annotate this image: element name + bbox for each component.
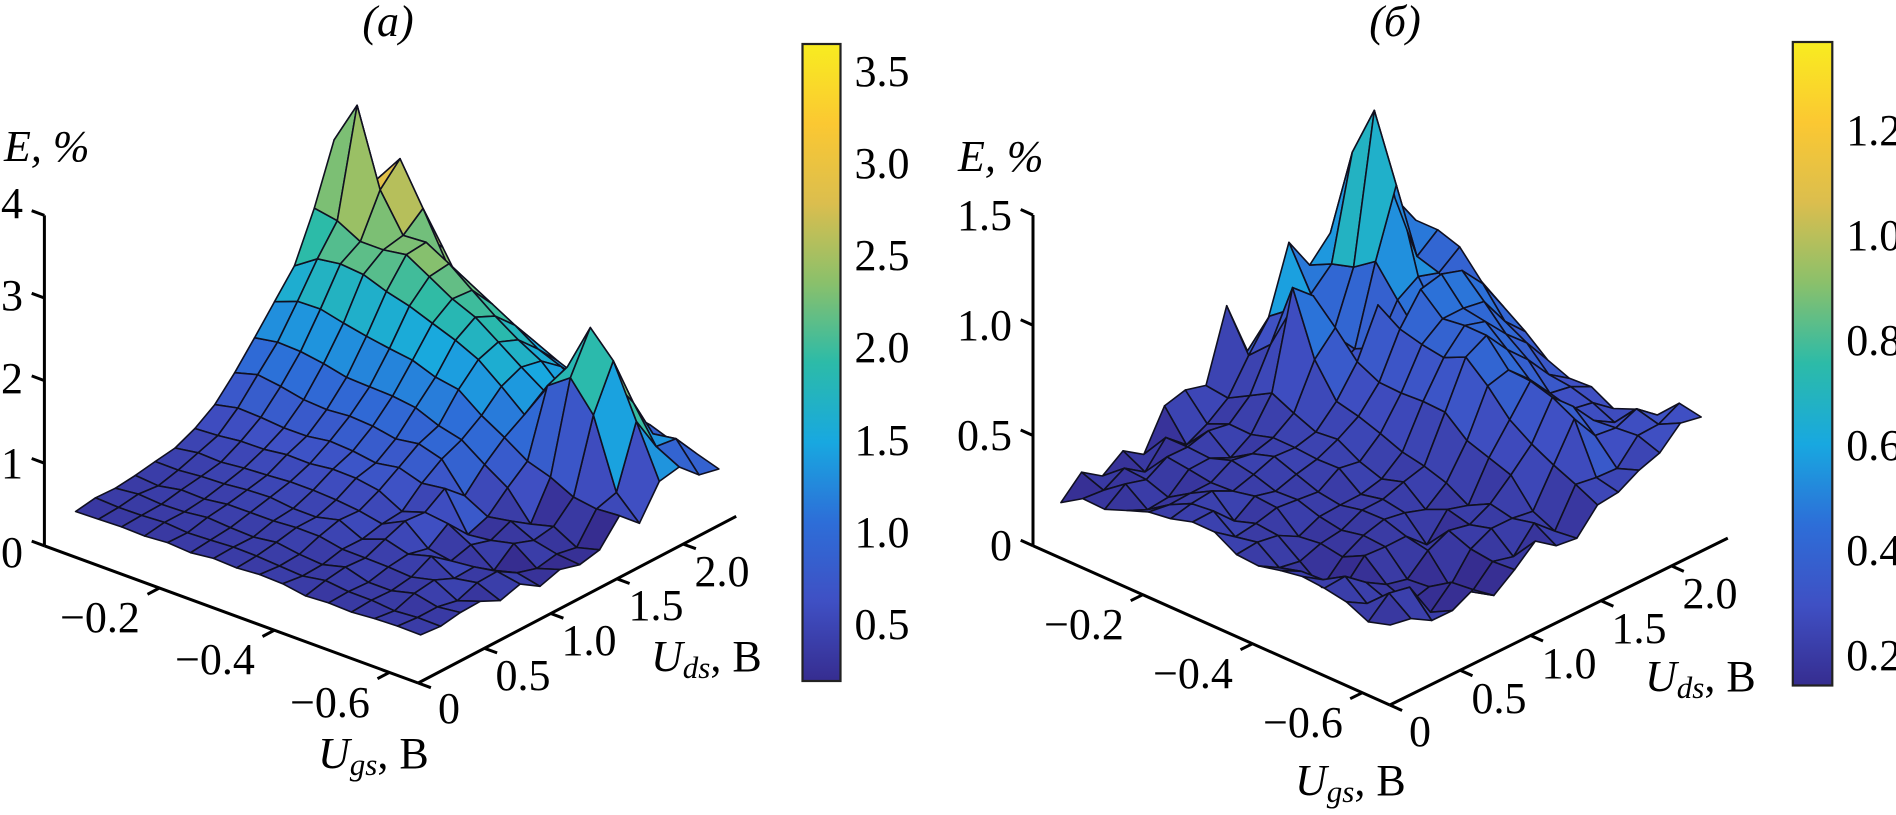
svg-text:1.0: 1.0 — [1846, 211, 1896, 260]
svg-text:0.6: 0.6 — [1846, 421, 1896, 470]
svg-text:1.0: 1.0 — [957, 301, 1012, 350]
svg-text:1: 1 — [1, 439, 23, 488]
svg-text:−0.6: −0.6 — [1263, 698, 1343, 747]
svg-text:0.5: 0.5 — [496, 651, 551, 700]
svg-text:0.5: 0.5 — [957, 411, 1012, 460]
svg-text:0: 0 — [438, 684, 460, 733]
svg-text:0: 0 — [1409, 707, 1431, 756]
svg-text:1.0: 1.0 — [562, 616, 617, 665]
svg-text:−0.2: −0.2 — [60, 593, 140, 642]
svg-text:0.5: 0.5 — [1472, 674, 1527, 723]
svg-text:−0.6: −0.6 — [290, 678, 370, 727]
svg-text:4: 4 — [1, 179, 23, 228]
svg-text:2.5: 2.5 — [855, 231, 910, 280]
svg-text:1.5: 1.5 — [855, 416, 910, 465]
svg-text:Ugs, В: Ugs, В — [318, 729, 429, 782]
svg-text:−0.4: −0.4 — [175, 635, 255, 684]
svg-text:2: 2 — [1, 354, 23, 403]
svg-text:0.5: 0.5 — [855, 600, 910, 649]
svg-text:−0.4: −0.4 — [1153, 649, 1233, 698]
svg-text:3.0: 3.0 — [855, 139, 910, 188]
svg-text:(а): (а) — [362, 0, 413, 46]
svg-text:0.8: 0.8 — [1846, 316, 1896, 365]
svg-text:1.5: 1.5 — [1612, 604, 1667, 653]
svg-text:1.0: 1.0 — [1542, 639, 1597, 688]
svg-text:1.2: 1.2 — [1846, 106, 1896, 155]
svg-text:0: 0 — [1, 528, 23, 577]
svg-text:1.5: 1.5 — [629, 581, 684, 630]
svg-text:E, %: E, % — [3, 122, 90, 171]
svg-text:1.0: 1.0 — [855, 508, 910, 557]
svg-text:0: 0 — [990, 521, 1012, 570]
svg-text:2.0: 2.0 — [1683, 569, 1738, 618]
svg-text:3: 3 — [1, 271, 23, 320]
svg-text:E, %: E, % — [957, 132, 1044, 181]
svg-text:−0.2: −0.2 — [1044, 600, 1124, 649]
svg-text:3.5: 3.5 — [855, 47, 910, 96]
svg-text:2.0: 2.0 — [855, 323, 910, 372]
svg-text:1.5: 1.5 — [957, 191, 1012, 240]
svg-text:2.0: 2.0 — [695, 547, 750, 596]
svg-text:(б): (б) — [1369, 0, 1420, 46]
svg-text:0.2: 0.2 — [1846, 631, 1896, 680]
svg-text:0.4: 0.4 — [1846, 526, 1896, 575]
